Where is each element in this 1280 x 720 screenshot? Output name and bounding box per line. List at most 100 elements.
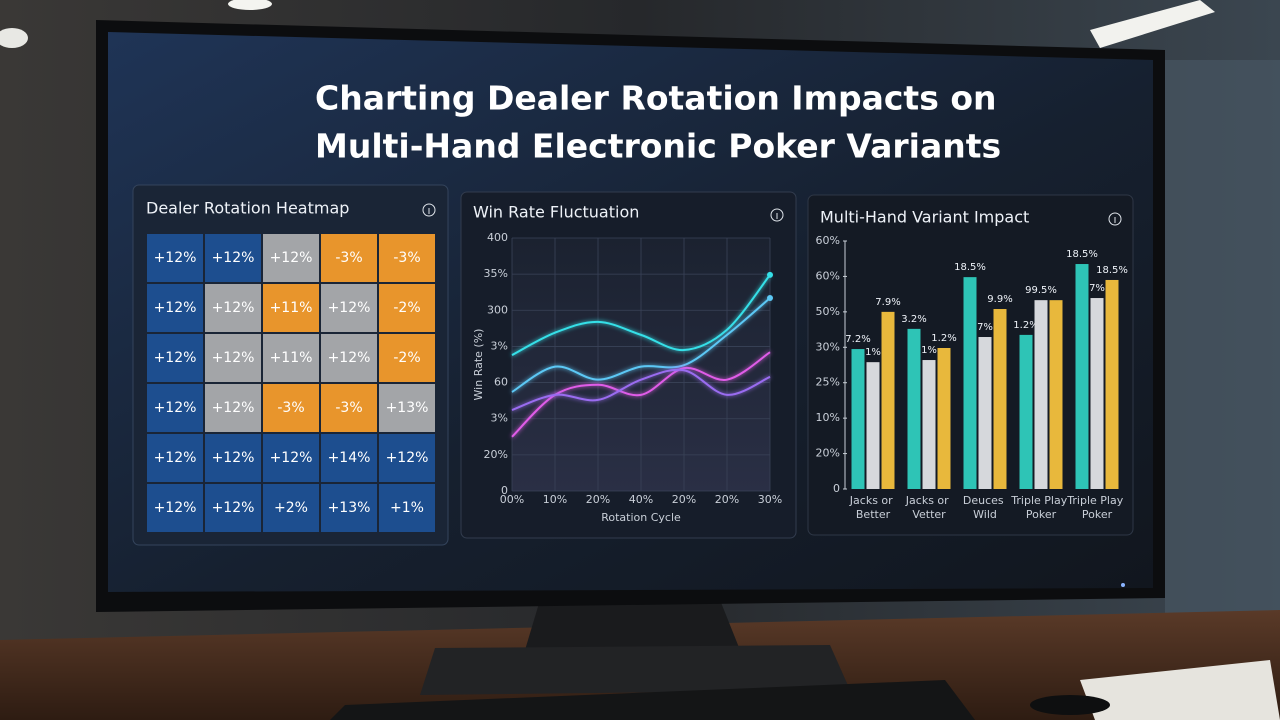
- bar-annotation: 18.5%: [1096, 265, 1128, 276]
- y-tick-label: 30%: [816, 340, 840, 353]
- ceiling-light: [228, 0, 272, 10]
- heatmap-cell: [147, 284, 203, 332]
- x-tick-label: 10%: [543, 493, 567, 506]
- bar: [1105, 279, 1119, 489]
- heatmap-cell: [205, 284, 261, 332]
- bar: [963, 277, 977, 489]
- y-tick-label: 3%: [491, 412, 508, 425]
- heatmap-cell: [379, 284, 435, 332]
- bar: [993, 309, 1007, 489]
- heatmap-cell: [205, 384, 261, 432]
- info-icon[interactable]: [422, 203, 436, 217]
- panel-title: Win Rate Fluctuation: [473, 203, 639, 222]
- heatmap-cell: [379, 334, 435, 382]
- bar-annotation: 7.9%: [875, 297, 900, 308]
- cell-label: +11%: [270, 350, 313, 366]
- window: [1165, 60, 1280, 620]
- cell-label: +12%: [270, 450, 313, 466]
- heatmap-cell: [321, 484, 377, 532]
- x-tick-label: Jacks or Better: [849, 494, 896, 521]
- y-tick-label: 25%: [816, 376, 840, 389]
- bar: [937, 347, 951, 489]
- x-tick-label: Triple Play Poker: [1066, 494, 1126, 521]
- y-tick-label: 3%: [491, 339, 508, 352]
- y-tick-label: 300: [487, 303, 508, 316]
- cell-label: +12%: [154, 350, 197, 366]
- title-line: Multi-Hand Electronic Poker Variants: [315, 127, 1001, 166]
- line-series: [511, 368, 771, 411]
- cell-label: +12%: [212, 300, 255, 316]
- cell-label: +12%: [328, 300, 371, 316]
- y-tick-label: 50%: [816, 305, 840, 318]
- cell-label: +14%: [328, 450, 371, 466]
- bar-annotation: 18.5%: [954, 262, 986, 273]
- bar-annotation: 1%: [865, 347, 881, 358]
- y-tick-label: 10%: [816, 411, 840, 424]
- bar-annotation: 7%: [977, 322, 993, 333]
- heatmap-cell: [379, 484, 435, 532]
- heatmap-cell: [263, 234, 319, 282]
- monitor-base: [420, 645, 850, 695]
- ceiling-light: [1090, 0, 1215, 48]
- x-tick-label: Deuces Wild: [963, 494, 1007, 521]
- heatmap-cell: [263, 434, 319, 482]
- end-dot: [767, 294, 773, 301]
- x-tick-label: 20%: [672, 493, 696, 506]
- bar: [866, 362, 880, 489]
- y-tick-label: 60%: [816, 234, 840, 247]
- cell-label: -3%: [335, 400, 362, 416]
- x-tick-label: 30%: [758, 493, 782, 506]
- bar-annotation: 7%: [1089, 283, 1105, 294]
- line-series: [511, 297, 771, 393]
- bar-annotation: 7.2%: [845, 334, 870, 345]
- heatmap-cell: [205, 334, 261, 382]
- heatmap-cell: [263, 384, 319, 432]
- heatmap-cell: [321, 284, 377, 332]
- cell-label: +12%: [270, 250, 313, 266]
- x-tick-label: 00%: [500, 493, 524, 506]
- bar: [978, 337, 992, 489]
- panel-title: Multi-Hand Variant Impact: [820, 208, 1029, 227]
- cell-label: +12%: [154, 400, 197, 416]
- cell-label: +12%: [154, 250, 197, 266]
- cell-label: +12%: [328, 350, 371, 366]
- line-series: [511, 274, 771, 356]
- bar: [881, 311, 895, 489]
- end-dot: [767, 271, 773, 278]
- heatmap-cell: [263, 334, 319, 382]
- y-tick-label: 35%: [484, 267, 508, 280]
- keyboard: [330, 680, 975, 720]
- heatmap-cell: [147, 334, 203, 382]
- info-icon[interactable]: [770, 208, 784, 222]
- cell-label: +13%: [328, 500, 371, 516]
- x-axis-title: Rotation Cycle: [601, 511, 681, 524]
- y-axis-title: Win Rate (%): [472, 329, 485, 401]
- heatmap-cell: [147, 234, 203, 282]
- bar-annotation: 18.5%: [1066, 249, 1098, 260]
- heatmap-cell: [263, 484, 319, 532]
- y-tick-label: 60%: [816, 269, 840, 282]
- cell-label: +12%: [154, 500, 197, 516]
- bar: [851, 349, 865, 489]
- bar: [922, 360, 936, 489]
- cell-label: +12%: [212, 400, 255, 416]
- cell-label: +12%: [154, 450, 197, 466]
- bar-annotation: 3.2%: [901, 314, 926, 325]
- x-tick-label: Triple Play Poker: [1010, 494, 1070, 521]
- bar-annotation: 9.9%: [987, 294, 1012, 305]
- monitor-stand: [525, 600, 740, 650]
- panel-title: Dealer Rotation Heatmap: [146, 199, 349, 218]
- bar-annotation: 99.5%: [1025, 285, 1057, 296]
- cell-label: +12%: [212, 500, 255, 516]
- y-tick-label: 0: [833, 482, 840, 495]
- heatmap-cell: [147, 434, 203, 482]
- x-tick-label: 20%: [715, 493, 739, 506]
- bar-annotation: 1.2%: [1013, 320, 1038, 331]
- cell-label: +13%: [386, 400, 429, 416]
- notepad: [1080, 660, 1280, 720]
- info-icon[interactable]: [1108, 212, 1122, 226]
- cell-label: +11%: [270, 300, 313, 316]
- cell-label: +12%: [212, 250, 255, 266]
